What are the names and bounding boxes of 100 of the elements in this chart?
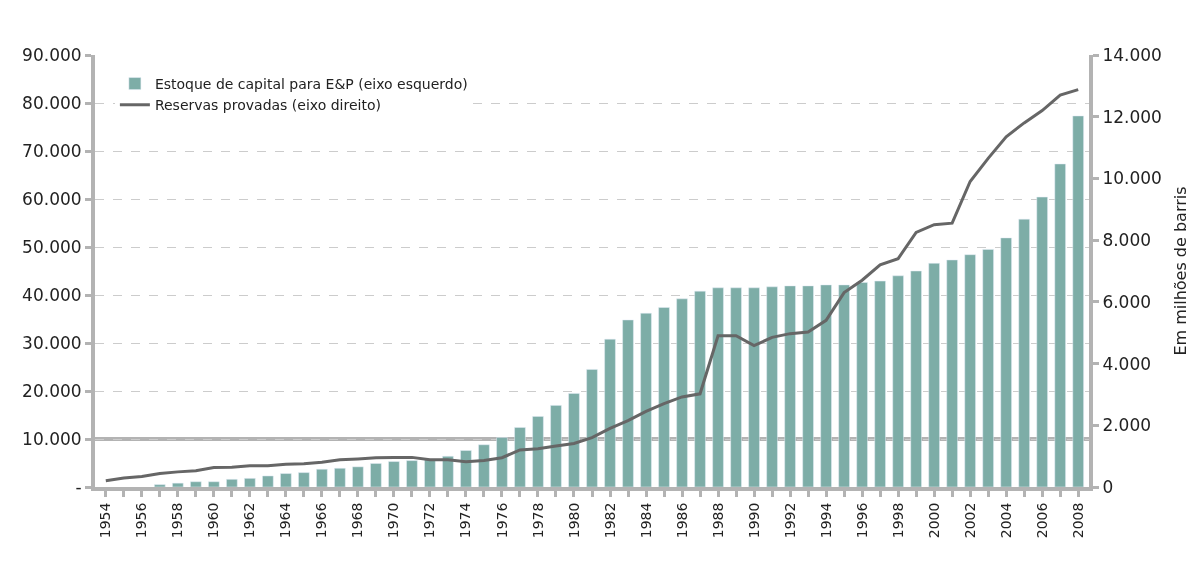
bar bbox=[712, 287, 724, 487]
x-tick-label: 1956 bbox=[133, 502, 150, 539]
x-tick-label: 1966 bbox=[313, 502, 330, 539]
bar bbox=[784, 285, 796, 487]
bar bbox=[352, 466, 364, 487]
bar bbox=[838, 284, 850, 487]
x-tick-label: 1970 bbox=[385, 502, 402, 539]
x-tick-label: 1988 bbox=[709, 502, 726, 539]
bar bbox=[280, 473, 292, 487]
x-tick-label: 1972 bbox=[421, 502, 438, 539]
bar bbox=[334, 468, 346, 487]
bar bbox=[964, 254, 976, 487]
bar bbox=[658, 307, 670, 487]
bar bbox=[676, 298, 688, 487]
bar bbox=[802, 285, 814, 487]
bar bbox=[874, 280, 886, 487]
x-tick-label: 1980 bbox=[565, 502, 582, 539]
x-tick-label: 2002 bbox=[961, 502, 978, 539]
y-tick-label: 60.000 bbox=[22, 188, 82, 209]
bar bbox=[532, 416, 544, 487]
bar bbox=[694, 290, 706, 487]
x-tick-label: 2008 bbox=[1069, 502, 1086, 539]
y-tick-label: 10.000 bbox=[22, 428, 82, 449]
bar bbox=[172, 482, 184, 487]
y2-tick-label: 4.000 bbox=[1102, 353, 1152, 374]
legend-label: Estoque de capital para E&P (eixo esquerdo) bbox=[154, 76, 468, 93]
bar bbox=[514, 427, 526, 487]
y2-tick-label: 0 bbox=[1102, 476, 1114, 497]
x-tick-label: 1998 bbox=[889, 502, 906, 539]
bar bbox=[154, 484, 166, 487]
bar bbox=[424, 458, 436, 487]
x-tick-label: 1996 bbox=[853, 502, 870, 539]
y-tick-label: 30.000 bbox=[22, 332, 82, 353]
bar bbox=[370, 463, 382, 487]
x-tick-label: 1990 bbox=[745, 502, 762, 539]
y2-tick-label: 10.000 bbox=[1102, 168, 1162, 189]
x-tick-label: 1960 bbox=[205, 502, 222, 539]
bar bbox=[442, 456, 454, 487]
bar bbox=[1018, 218, 1030, 487]
bar bbox=[892, 275, 904, 487]
bar bbox=[910, 270, 922, 487]
x-tick-label: 1976 bbox=[493, 502, 510, 539]
bar bbox=[640, 312, 652, 487]
x-tick-label: 1984 bbox=[637, 502, 654, 539]
x-tick-label: 1992 bbox=[781, 502, 798, 539]
y-tick-label: 20.000 bbox=[22, 380, 82, 401]
bar bbox=[946, 259, 958, 487]
x-tick-label: 2004 bbox=[997, 502, 1014, 539]
x-tick-label: 2000 bbox=[925, 502, 942, 539]
y2-tick-label: 6.000 bbox=[1102, 291, 1152, 312]
x-tick-label: 1982 bbox=[601, 502, 618, 539]
y-tick-label: 40.000 bbox=[22, 284, 82, 305]
bar bbox=[1000, 237, 1012, 487]
x-tick-label: 1968 bbox=[349, 502, 366, 539]
bar bbox=[496, 437, 508, 487]
bar bbox=[208, 481, 220, 487]
bar bbox=[226, 479, 238, 487]
x-tick-label: 1958 bbox=[169, 502, 186, 539]
legend-label: Reservas provadas (eixo direito) bbox=[154, 97, 381, 114]
x-tick-label: 1962 bbox=[241, 502, 258, 539]
bar bbox=[604, 338, 616, 487]
x-tick-label: 1978 bbox=[529, 502, 546, 539]
bar bbox=[1072, 115, 1084, 487]
bar bbox=[262, 475, 274, 487]
bar bbox=[730, 287, 742, 487]
bar bbox=[388, 461, 400, 487]
bar bbox=[190, 481, 202, 487]
bar bbox=[766, 286, 778, 487]
y-tick-label: - bbox=[75, 476, 82, 497]
x-tick-label: 1986 bbox=[673, 502, 690, 539]
y2-axis-title: Em milhões de barris bbox=[1171, 186, 1191, 356]
y-tick-label: 50.000 bbox=[22, 236, 82, 257]
y2-tick-label: 8.000 bbox=[1102, 230, 1152, 251]
bar bbox=[982, 249, 994, 487]
bar bbox=[622, 319, 634, 487]
bar bbox=[568, 393, 580, 487]
x-tick-label: 2006 bbox=[1033, 502, 1050, 539]
y2-tick-label: 2.000 bbox=[1102, 415, 1152, 436]
bar bbox=[460, 450, 472, 487]
bar bbox=[316, 468, 328, 487]
bar bbox=[820, 284, 832, 487]
bar bbox=[298, 472, 310, 487]
x-tick-label: 1954 bbox=[97, 502, 114, 539]
y-tick-label: 70.000 bbox=[22, 140, 82, 161]
bar bbox=[928, 263, 940, 487]
bar bbox=[1054, 163, 1066, 487]
y-tick-label: 90.000 bbox=[22, 44, 82, 65]
x-tick-label: 1964 bbox=[277, 502, 294, 539]
bar bbox=[550, 405, 562, 487]
x-tick-label: 1974 bbox=[457, 502, 474, 539]
bar bbox=[244, 478, 256, 487]
y-tick-label: 80.000 bbox=[22, 92, 82, 113]
bar bbox=[478, 444, 490, 487]
y2-tick-label: 14.000 bbox=[1102, 44, 1162, 65]
bar bbox=[748, 287, 760, 487]
y2-tick-label: 12.000 bbox=[1102, 106, 1162, 127]
bar bbox=[406, 460, 418, 487]
bar bbox=[1036, 196, 1048, 487]
x-tick-label: 1994 bbox=[817, 502, 834, 539]
bar bbox=[856, 282, 868, 487]
